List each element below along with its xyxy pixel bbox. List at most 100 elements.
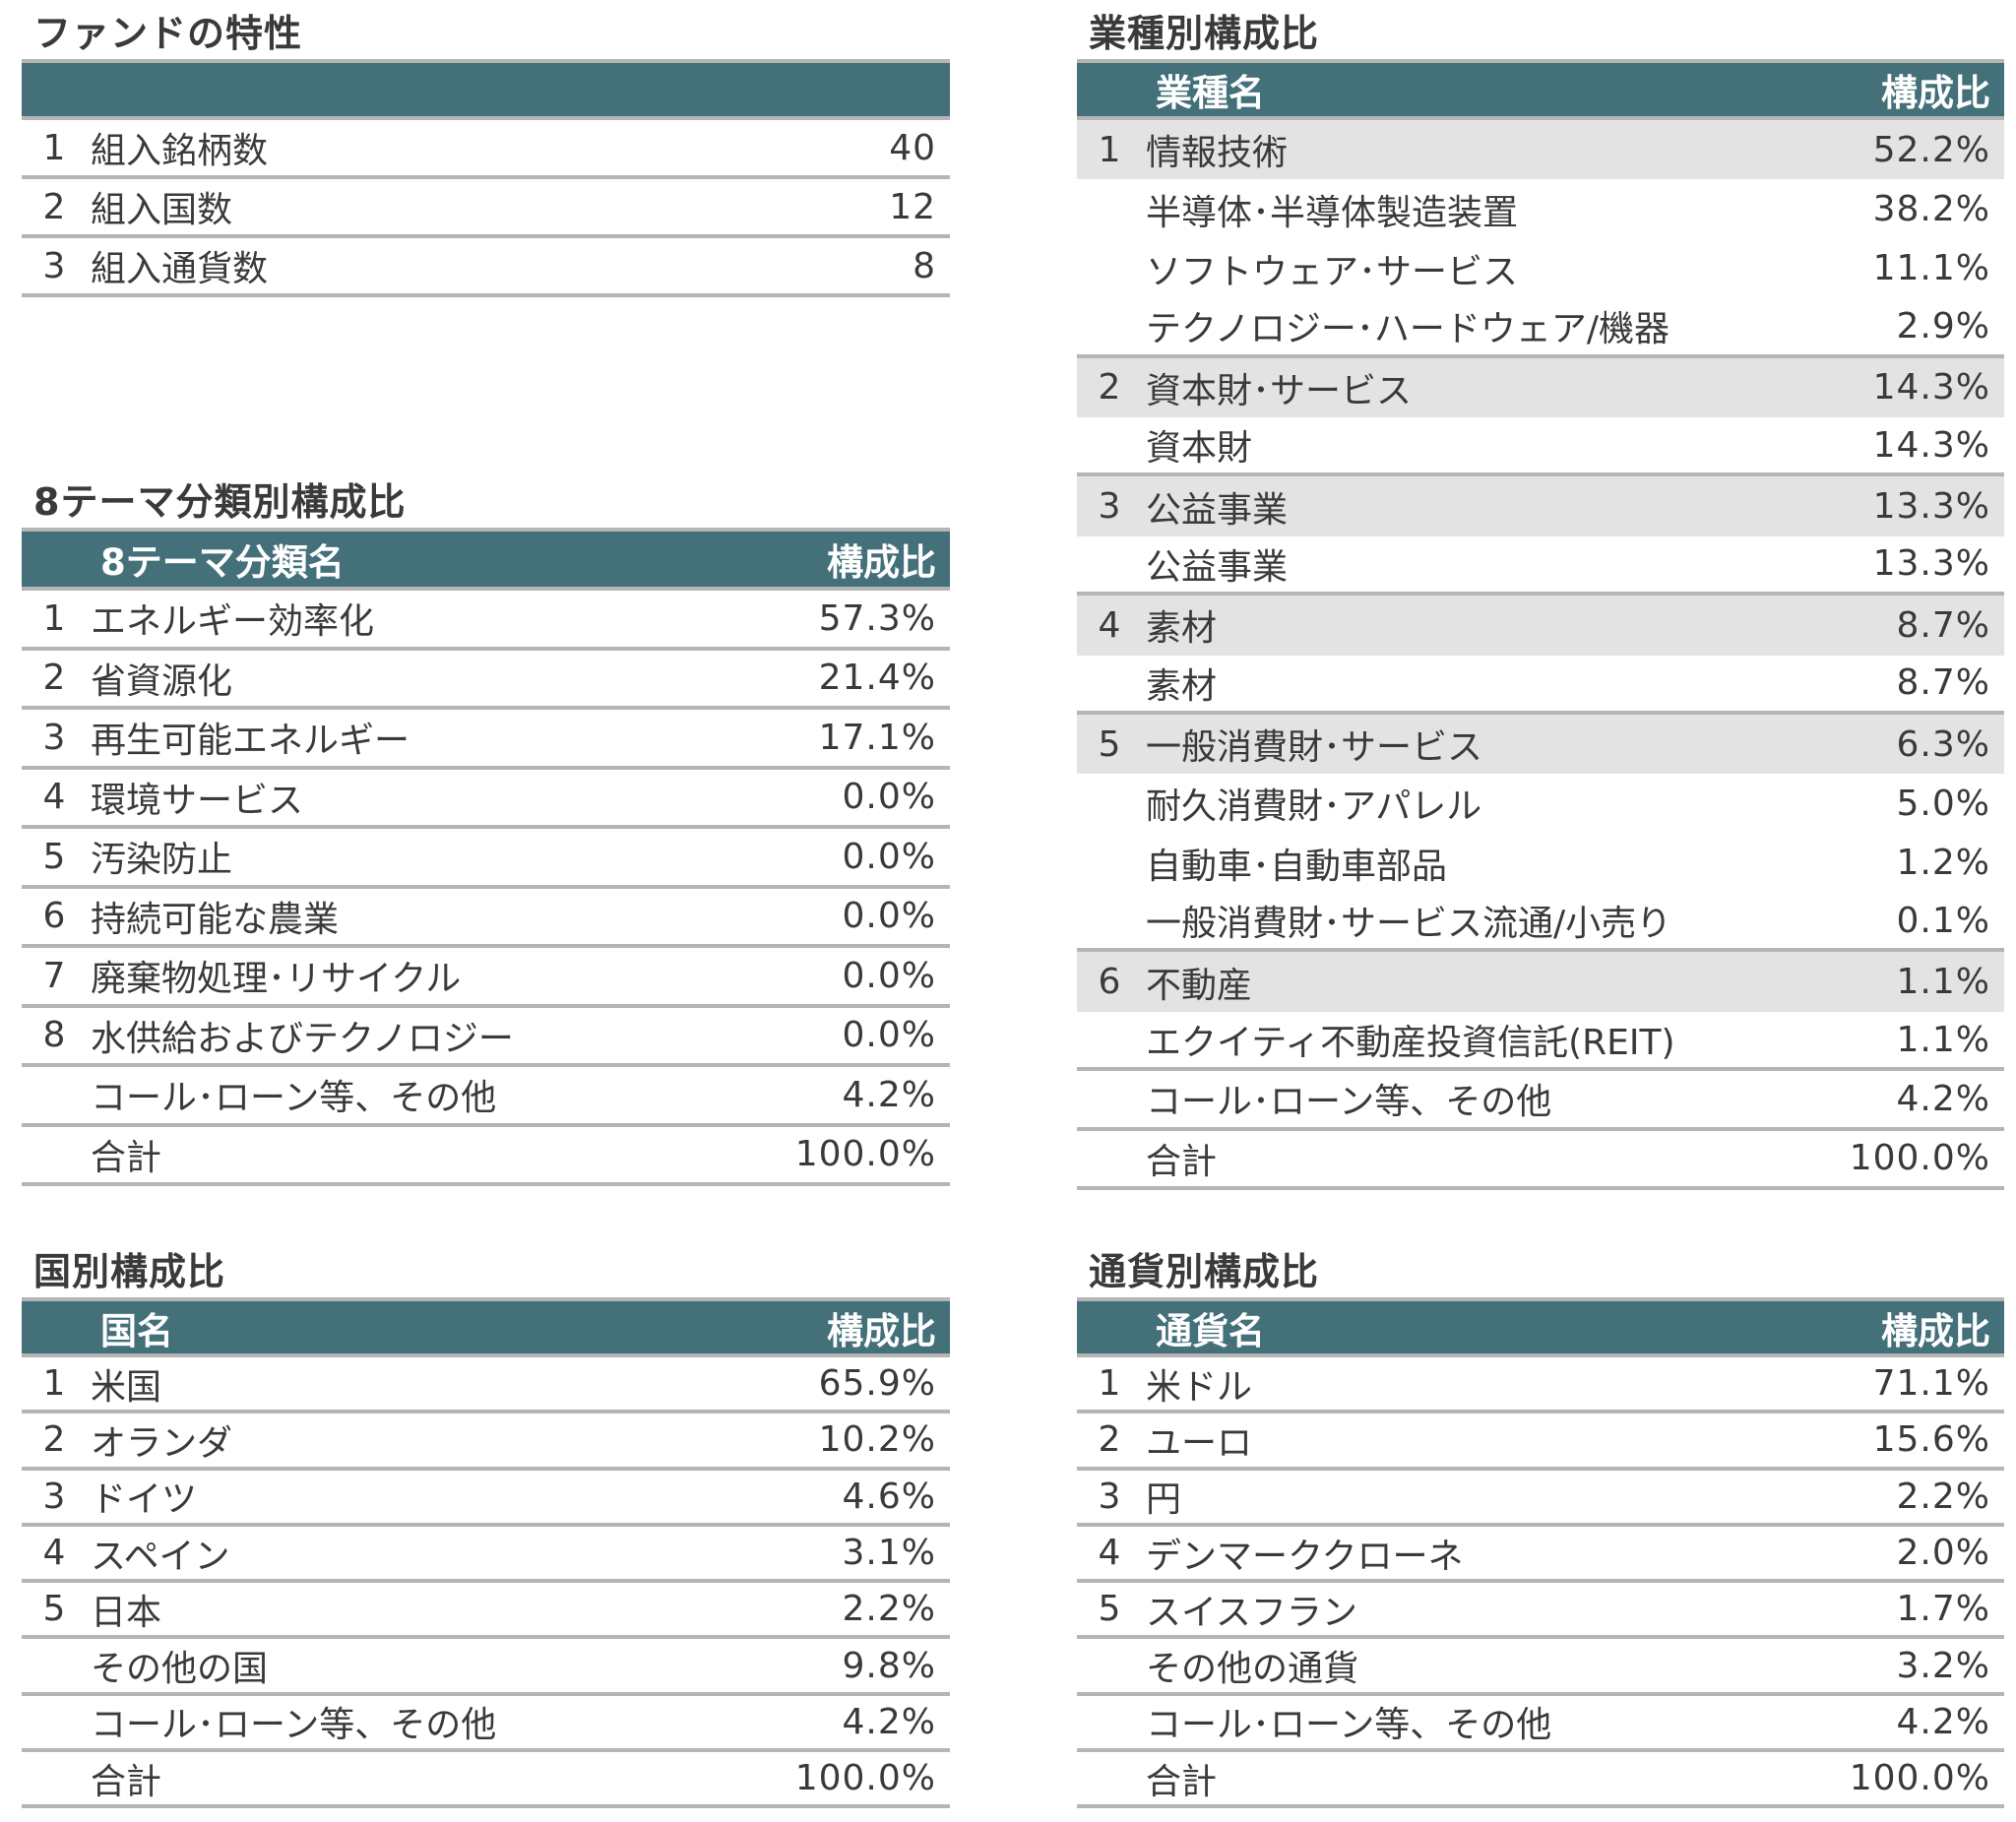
row-label: 半導体･半導体製造装置	[1146, 192, 1519, 233]
table-row: 資本財 14.3%	[1077, 417, 2004, 477]
row-value: 14.3%	[1872, 424, 1990, 466]
table-row: 2 組入国数 12	[22, 179, 950, 238]
column-header-value: 構成比	[827, 541, 936, 584]
row-label: 合計	[91, 1761, 162, 1802]
row-value: 100.0%	[1849, 1758, 1990, 1799]
row-value: 40	[889, 127, 936, 168]
table-row: 4 環境サービス 0.0%	[22, 770, 950, 829]
table-row: 1 米ドル 71.1%	[1077, 1357, 2004, 1414]
row-label: 合計	[1146, 1141, 1218, 1182]
row-label: 情報技術	[1146, 133, 1289, 174]
industry-section: 業種別構成比 業種名 構成比 1 情報技術 52.2% 半導体･半導体製造装置 38.2…	[1077, 8, 2004, 1191]
row-label: 素材	[1146, 665, 1218, 707]
row-label: その他の国	[91, 1649, 269, 1690]
table-row: テクノロジー･ハードウェア/機器 2.9%	[1077, 298, 2004, 358]
category-row: 5 一般消費財･サービス 6.3%	[1077, 714, 2004, 775]
row-value: 3.2%	[1896, 1645, 1990, 1686]
row-number: 5	[42, 1589, 66, 1630]
table-header: 業種名 構成比	[1077, 63, 2004, 120]
row-value: 13.3%	[1872, 486, 1990, 528]
row-number: 2	[1098, 1419, 1121, 1461]
row-value: 6.3%	[1896, 723, 1990, 765]
row-value: 0.0%	[842, 1015, 936, 1056]
row-value: 100.0%	[794, 1758, 936, 1799]
row-number: 1	[1098, 129, 1121, 170]
row-number: 4	[1098, 604, 1121, 646]
table-row: 半導体･半導体製造装置 38.2%	[1077, 179, 2004, 238]
row-value: 21.4%	[818, 658, 936, 699]
row-value: 0.1%	[1896, 900, 1990, 941]
table-row: 一般消費財･サービス流通/小売り 0.1%	[1077, 893, 2004, 953]
table-row: 7 廃棄物処理･リサイクル 0.0%	[22, 948, 950, 1008]
row-number: 6	[1098, 962, 1121, 1003]
column-header-name: 8テーマ分類名	[100, 541, 345, 584]
table-row: 3 円 2.2%	[1077, 1471, 2004, 1527]
row-value: 2.2%	[1896, 1476, 1990, 1517]
row-label: 素材	[1146, 608, 1218, 650]
row-value: 0.0%	[842, 836, 936, 877]
row-number: 2	[42, 1419, 66, 1461]
theme-table: 8テーマ分類名 構成比 1 エネルギー効率化 57.3% 2 省資源化 21.4% 3 再生可…	[22, 528, 950, 1186]
table-row: 5 スイスフラン 1.7%	[1077, 1583, 2004, 1640]
fund-characteristics-section: ファンドの特性 1 組入銘柄数 40 2 組入国数 12 3 組入通貨数 8	[22, 8, 950, 297]
table-row: 合計 100.0%	[22, 1127, 950, 1186]
table-header: 国名 構成比	[22, 1301, 950, 1357]
row-value: 8.7%	[1896, 662, 1990, 704]
row-label: ソフトウェア･サービス	[1146, 251, 1519, 292]
row-number: 3	[1098, 1476, 1121, 1517]
row-label: 一般消費財･サービス流通/小売り	[1146, 904, 1672, 945]
table-row: 合計 100.0%	[1077, 1752, 2004, 1809]
table-row: 1 エネルギー効率化 57.3%	[22, 591, 950, 651]
table-row: 5 汚染防止 0.0%	[22, 829, 950, 889]
row-value: 3.1%	[842, 1533, 936, 1574]
row-value: 4.2%	[842, 1074, 936, 1115]
table-row: コール･ローン等、その他 4.2%	[1077, 1071, 2004, 1131]
row-number: 2	[42, 186, 66, 227]
row-number: 4	[42, 1533, 66, 1574]
row-value: 1.2%	[1896, 843, 1990, 884]
row-value: 71.1%	[1872, 1363, 1990, 1405]
row-label: 省資源化	[91, 660, 233, 702]
table-row: 公益事業 13.3%	[1077, 536, 2004, 597]
table-row: 6 持続可能な農業 0.0%	[22, 889, 950, 948]
row-label: 自動車･自動車部品	[1146, 846, 1448, 887]
row-label: 再生可能エネルギー	[91, 721, 410, 762]
fund-characteristics-table: 1 組入銘柄数 40 2 組入国数 12 3 組入通貨数 8	[22, 59, 950, 297]
category-row: 2 資本財･サービス 14.3%	[1077, 357, 2004, 417]
row-value: 4.2%	[1896, 1701, 1990, 1742]
row-value: 0.0%	[842, 777, 936, 818]
row-label: 米ドル	[1146, 1366, 1253, 1408]
row-label: その他の通貨	[1146, 1649, 1359, 1690]
row-value: 1.7%	[1896, 1589, 1990, 1630]
table-row: 3 ドイツ 4.6%	[22, 1471, 950, 1527]
row-label: 水供給およびテクノロジー	[91, 1018, 514, 1059]
row-label: コール･ローン等、その他	[91, 1705, 497, 1746]
category-row: 6 不動産 1.1%	[1077, 952, 2004, 1012]
row-value: 52.2%	[1872, 129, 1990, 170]
row-value: 2.0%	[1896, 1533, 1990, 1574]
row-label: 公益事業	[1146, 546, 1289, 588]
section-title: 業種別構成比	[1089, 12, 1320, 55]
row-label: 一般消費財･サービス	[1146, 727, 1483, 769]
row-label: 合計	[1146, 1761, 1218, 1802]
row-label: 円	[1146, 1479, 1182, 1521]
row-label: 日本	[91, 1592, 162, 1633]
row-label: エネルギー効率化	[91, 601, 375, 643]
row-value: 8	[913, 245, 936, 286]
table-row: 自動車･自動車部品 1.2%	[1077, 834, 2004, 893]
row-label: コール･ローン等、その他	[1146, 1082, 1552, 1123]
row-value: 100.0%	[1849, 1138, 1990, 1179]
row-label: 合計	[91, 1137, 162, 1178]
row-value: 8.7%	[1896, 604, 1990, 646]
table-row: 2 省資源化 21.4%	[22, 651, 950, 710]
column-header-name: 国名	[100, 1309, 173, 1352]
row-value: 0.0%	[842, 896, 936, 937]
row-number: 1	[1098, 1363, 1121, 1405]
table-row: 4 スペイン 3.1%	[22, 1527, 950, 1584]
row-value: 38.2%	[1872, 189, 1990, 230]
row-label: 持続可能な農業	[91, 899, 340, 940]
row-value: 100.0%	[794, 1134, 936, 1175]
table-header: 8テーマ分類名 構成比	[22, 532, 950, 591]
row-label: 資本財	[1146, 428, 1253, 470]
row-value: 5.0%	[1896, 783, 1990, 824]
